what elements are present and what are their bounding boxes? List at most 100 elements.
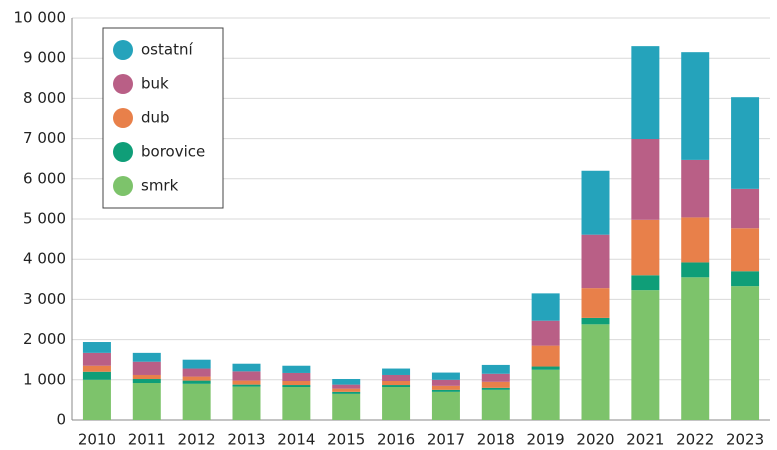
bar-segment — [481, 364, 510, 374]
bar-segment — [481, 389, 510, 420]
x-tick-label: 2011 — [128, 431, 166, 449]
bar-segment — [531, 293, 560, 321]
legend-label: ostatní — [141, 41, 193, 59]
bar-segment — [282, 387, 311, 420]
y-tick-label: 0 — [56, 411, 66, 429]
bar-segment — [332, 384, 361, 389]
bar-segment — [182, 383, 211, 420]
bar-segment — [681, 217, 710, 263]
bar-segment — [382, 387, 411, 420]
bar-segment — [232, 386, 261, 420]
legend-swatch — [113, 142, 133, 162]
bar-segment — [581, 234, 610, 289]
bar-segment — [531, 366, 560, 370]
legend-swatch — [113, 40, 133, 60]
legend-swatch — [113, 74, 133, 94]
legend-swatch — [113, 176, 133, 196]
bar-segment — [382, 385, 411, 388]
legend-label: dub — [141, 109, 170, 127]
bar-segment — [182, 359, 211, 369]
bar-segment — [631, 219, 660, 276]
x-tick-label: 2017 — [427, 431, 465, 449]
legend-label: buk — [141, 75, 169, 93]
bar-segment — [332, 393, 361, 420]
x-tick-label: 2014 — [277, 431, 315, 449]
bar-segment — [431, 385, 460, 390]
bar-segment — [681, 262, 710, 278]
legend-label: borovice — [141, 143, 205, 161]
bar-segment — [332, 378, 361, 385]
bar-segment — [382, 374, 411, 382]
bar-segment — [481, 373, 510, 382]
y-tick-label: 6 000 — [23, 169, 66, 187]
bar-segment — [232, 371, 261, 381]
y-tick-label: 3 000 — [23, 290, 66, 308]
y-tick-label: 10 000 — [14, 9, 67, 27]
bar-segment — [481, 387, 510, 390]
x-tick-label: 2020 — [576, 431, 614, 449]
y-tick-label: 8 000 — [23, 89, 66, 107]
bar-segment — [581, 170, 610, 235]
y-tick-label: 7 000 — [23, 129, 66, 147]
x-tick-label: 2021 — [626, 431, 664, 449]
bar-segment — [282, 381, 311, 386]
x-tick-label: 2010 — [78, 431, 116, 449]
bar-segment — [531, 369, 560, 420]
bar-segment — [382, 381, 411, 386]
bar-segment — [581, 324, 610, 420]
bar-segment — [631, 46, 660, 140]
legend-swatch — [113, 108, 133, 128]
x-tick-label: 2015 — [327, 431, 365, 449]
bar-segment — [232, 384, 261, 387]
bar-segment — [82, 379, 111, 420]
y-tick-label: 9 000 — [23, 49, 66, 67]
bar-segment — [132, 361, 161, 375]
bar-segment — [581, 317, 610, 325]
bar-segment — [431, 391, 460, 420]
y-tick-label: 5 000 — [23, 210, 66, 228]
bar-segment — [282, 385, 311, 388]
bar-segment — [82, 352, 111, 366]
bar-segment — [731, 286, 760, 420]
bar-segment — [581, 288, 610, 318]
bar-segment — [182, 368, 211, 377]
bar-segment — [282, 372, 311, 382]
bar-segment — [681, 277, 710, 420]
bar-segment — [132, 352, 161, 362]
bar-segment — [431, 372, 460, 380]
bar-segment — [132, 383, 161, 420]
bar-segment — [681, 52, 710, 160]
bar-segment — [631, 275, 660, 291]
bar-segment — [232, 380, 261, 385]
x-tick-label: 2013 — [227, 431, 265, 449]
bar-segment — [731, 97, 760, 189]
bar-segment — [431, 379, 460, 386]
y-tick-label: 4 000 — [23, 250, 66, 268]
bar-segment — [731, 271, 760, 287]
bar-segment — [481, 381, 510, 388]
x-tick-label: 2018 — [477, 431, 515, 449]
bar-segment — [82, 365, 111, 372]
bar-segment — [132, 378, 161, 384]
bar-segment — [332, 388, 361, 392]
bar-segment — [82, 342, 111, 353]
x-tick-label: 2019 — [527, 431, 565, 449]
bar-segment — [132, 374, 161, 379]
legend-label: smrk — [141, 177, 179, 195]
bar-segment — [182, 380, 211, 384]
bar-segment — [631, 290, 660, 420]
bar-segment — [631, 139, 660, 220]
bar-segment — [681, 159, 710, 218]
x-tick-label: 2012 — [178, 431, 216, 449]
bar-segment — [282, 365, 311, 373]
bar-segment — [332, 391, 361, 394]
bar-segment — [382, 368, 411, 375]
bar-segment — [531, 320, 560, 346]
x-tick-label: 2016 — [377, 431, 415, 449]
y-tick-label: 1 000 — [23, 370, 66, 388]
y-tick-label: 2 000 — [23, 330, 66, 348]
bar-segment — [82, 371, 111, 380]
bar-segment — [182, 376, 211, 381]
x-tick-label: 2022 — [676, 431, 714, 449]
